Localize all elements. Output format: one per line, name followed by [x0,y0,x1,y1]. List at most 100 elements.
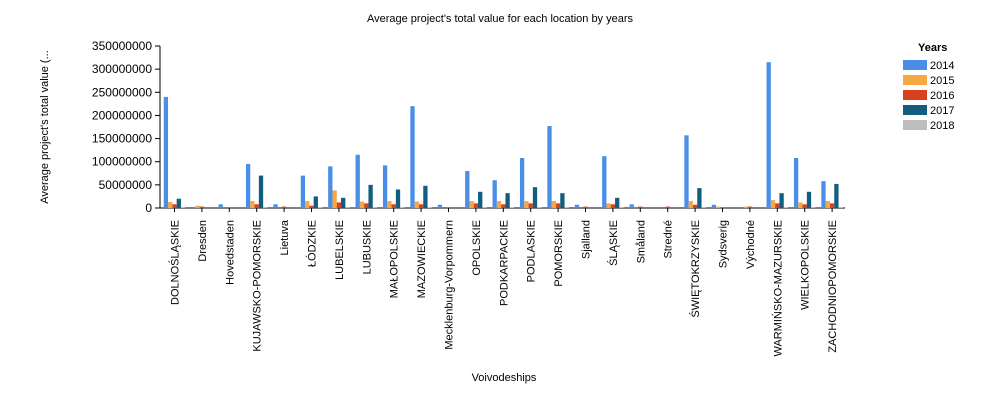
bar-2017 [505,193,510,208]
legend-label-2015: 2015 [930,75,954,87]
bar-2015 [716,206,721,208]
legend-label-2018: 2018 [930,120,954,132]
bar-2016 [638,206,643,208]
y-tick-label: 100000000 [92,155,152,169]
bar-2018 [537,207,542,208]
bar-2016 [391,204,396,208]
x-axis-label: Voivodeships [472,372,537,384]
bar-2017 [560,193,565,208]
bar-2018 [783,207,789,208]
bar-2017 [341,197,346,208]
bar-2017 [615,197,620,208]
bar-2015 [798,202,803,208]
bar-2017 [532,187,538,208]
y-tick-label: 350000000 [92,39,152,53]
category-label: WARMIŃSKO-MAZURSKIE [771,220,784,357]
category-label: ŚLĄSKIE [607,220,620,266]
bar-2016 [692,204,698,208]
bar-2017 [423,185,428,208]
bar-2017 [258,175,264,208]
bar-2014 [382,165,388,208]
category-label: Sydsverig [718,220,730,268]
category-label: LUBELSKIE [334,220,346,280]
category-label: MAZOWIECKIE [416,220,428,298]
bar-2015 [414,201,419,208]
bar-2014 [602,156,607,208]
legend-swatch-2018 [903,120,927,130]
bar-2017 [368,184,373,208]
bar-2017 [779,193,784,208]
bar-2018 [345,207,350,208]
y-tick-label: 300000000 [92,62,152,76]
bar-2017 [313,196,318,208]
bar-2014 [821,181,826,208]
bar-2018 [838,207,843,208]
bar-2014 [355,154,360,208]
legend-swatch-2017 [903,105,927,115]
legend-swatch-2016 [903,90,927,100]
bar-2016 [501,204,506,208]
bar-2014 [437,204,443,208]
category-label: ŁÓDZKIE [306,220,319,267]
bar-2016 [747,206,753,208]
bar-2016 [172,204,177,208]
category-label: Stredné [663,220,675,259]
bar-2015 [332,190,337,208]
category-label: Hovedstaden [224,220,236,285]
bar-2017 [176,198,181,208]
y-tick-label: 0 [145,201,152,215]
bar-2016 [309,205,314,208]
bar-2018 [701,207,706,208]
bar-2017 [806,191,812,208]
bar-2017 [395,189,401,208]
chart-title: Average project's total value for each l… [367,13,634,25]
legend-label-2016: 2016 [930,90,954,102]
bar-2016 [583,206,588,208]
legend: Years 2014 2015 2016 2017 2018 [903,42,954,132]
y-tick-label: 50000000 [99,178,153,192]
bar-2017 [478,191,483,208]
category-label: ZACHODNIOPOMORSKIE [827,220,839,353]
bar-2018 [400,207,405,208]
bar-2014 [218,204,223,208]
bar-2014 [711,204,717,208]
bar-2015 [387,201,392,208]
bar-2015 [688,201,693,208]
bar-2015 [524,201,529,208]
category-label: Sjalland [581,220,593,259]
legend-title: Years [918,42,947,54]
bar-2018 [564,207,569,208]
bar-2018 [619,207,624,208]
bar-2015 [496,201,502,208]
bar-2015 [359,201,365,208]
bar-2016 [665,206,670,208]
bar-2016 [254,204,259,208]
legend-swatch-2014 [903,60,927,70]
legend-swatch-2015 [903,75,927,85]
legend-label-2017: 2017 [930,105,954,117]
bar-2016 [829,203,835,208]
bar-2014 [547,126,552,208]
plot-area: 0 50000000 100000000 150000000 200000000 2500… [92,39,845,357]
bar-2016 [555,203,561,208]
bar-2015 [743,206,748,208]
bar-2015 [195,205,200,208]
bar-2015 [551,201,556,208]
bar-2018 [427,207,432,208]
category-label: OPOLSKIE [471,220,483,276]
bar-2014 [328,166,333,208]
category-label: Mecklenburg-Vorpommern [444,220,456,350]
bar-2018 [263,207,268,208]
bar-2016 [336,202,342,208]
bar-2018 [180,207,186,208]
bar-2016 [528,203,533,208]
bar-2017 [834,183,839,208]
category-label: Dresden [197,220,209,262]
bar-2014 [163,96,169,208]
bar-2014 [684,135,689,208]
bar-2014 [793,158,799,208]
category-label: LUBUSKIE [361,220,373,274]
bar-2014 [273,204,278,208]
bar-2015 [305,201,310,208]
bar-2015 [770,200,776,208]
